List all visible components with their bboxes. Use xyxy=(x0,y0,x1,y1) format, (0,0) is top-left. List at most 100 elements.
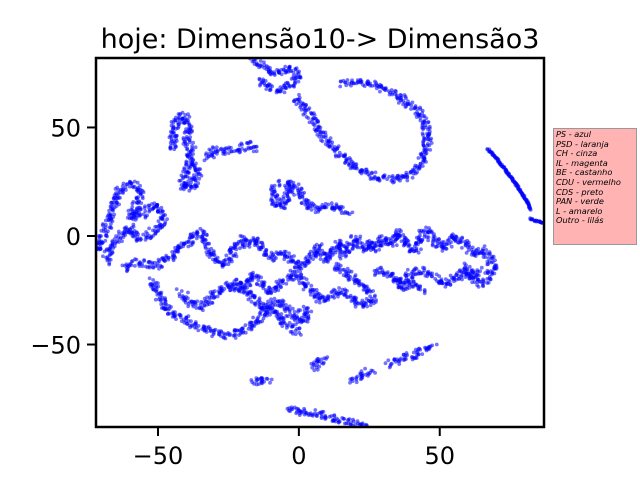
data-point xyxy=(262,308,267,312)
data-point xyxy=(268,66,272,70)
data-point xyxy=(414,282,418,287)
data-point xyxy=(281,316,286,320)
data-point xyxy=(90,253,94,257)
data-point xyxy=(207,298,212,303)
data-point xyxy=(405,267,410,272)
data-point xyxy=(282,200,287,205)
data-point xyxy=(297,195,302,200)
data-point xyxy=(213,289,217,294)
data-point xyxy=(343,152,348,157)
data-point xyxy=(124,225,129,230)
data-point xyxy=(188,131,192,136)
data-point xyxy=(472,252,477,257)
data-point xyxy=(292,99,297,104)
data-point xyxy=(186,290,190,295)
data-point xyxy=(196,328,201,333)
data-point xyxy=(134,216,139,220)
data-point xyxy=(259,80,264,85)
data-point xyxy=(331,252,335,257)
data-point xyxy=(269,377,274,382)
data-point xyxy=(130,230,135,235)
data-point xyxy=(338,256,343,261)
data-point xyxy=(285,192,290,197)
data-point xyxy=(314,288,319,292)
data-point xyxy=(108,225,113,230)
data-point xyxy=(189,319,193,324)
data-point xyxy=(325,355,330,359)
data-point xyxy=(193,322,198,326)
data-point xyxy=(344,83,349,88)
data-point xyxy=(366,82,370,86)
data-point xyxy=(287,321,292,325)
data-point xyxy=(269,301,274,305)
data-point xyxy=(315,362,320,367)
data-point xyxy=(147,276,152,281)
data-point xyxy=(140,264,145,269)
data-point xyxy=(292,84,296,89)
data-point xyxy=(345,266,350,271)
data-point xyxy=(359,374,363,378)
data-point xyxy=(418,233,422,238)
data-point xyxy=(117,232,121,237)
data-point xyxy=(341,273,346,278)
data-point xyxy=(397,95,402,100)
data-point xyxy=(406,273,411,277)
data-point xyxy=(354,380,359,385)
data-point xyxy=(427,124,432,129)
data-point xyxy=(296,182,301,187)
data-point xyxy=(158,263,163,268)
data-point xyxy=(168,141,173,145)
data-points xyxy=(90,58,544,427)
data-point xyxy=(179,241,184,246)
data-point xyxy=(255,318,259,323)
data-point xyxy=(305,319,310,324)
data-point xyxy=(318,130,323,135)
legend-entry: CDS - preto xyxy=(556,186,604,197)
data-point xyxy=(232,288,237,293)
data-point xyxy=(229,149,234,154)
data-point xyxy=(313,206,318,211)
data-point xyxy=(292,254,296,258)
data-point xyxy=(137,261,142,265)
data-point xyxy=(123,185,128,190)
data-point xyxy=(308,292,313,297)
data-point xyxy=(254,149,259,154)
data-point xyxy=(303,283,308,287)
data-point xyxy=(279,251,284,256)
data-point xyxy=(231,333,236,338)
data-point xyxy=(381,175,386,180)
data-point xyxy=(297,69,301,74)
data-point xyxy=(184,162,189,167)
data-point xyxy=(305,316,310,321)
data-point xyxy=(138,191,143,196)
data-point xyxy=(296,320,300,325)
data-point xyxy=(121,187,125,192)
data-point xyxy=(168,147,173,151)
data-point xyxy=(361,83,365,87)
data-point xyxy=(466,245,470,250)
data-point xyxy=(147,234,152,238)
data-point xyxy=(322,205,327,209)
data-point xyxy=(101,222,105,226)
data-point xyxy=(350,210,355,215)
data-point xyxy=(314,299,319,304)
data-point xyxy=(224,253,229,258)
data-point xyxy=(356,279,361,284)
data-point xyxy=(430,243,435,248)
data-point xyxy=(373,79,377,84)
data-point xyxy=(147,203,152,208)
data-point xyxy=(268,86,273,91)
data-point xyxy=(399,239,404,244)
data-point xyxy=(383,361,388,366)
data-point xyxy=(112,212,117,217)
data-point xyxy=(199,300,204,304)
data-point xyxy=(176,120,181,125)
data-point xyxy=(215,255,220,260)
data-point xyxy=(308,254,313,259)
data-point xyxy=(302,406,306,411)
data-point xyxy=(333,148,337,153)
data-point xyxy=(377,243,382,248)
data-point xyxy=(268,312,272,317)
data-point xyxy=(394,228,399,232)
